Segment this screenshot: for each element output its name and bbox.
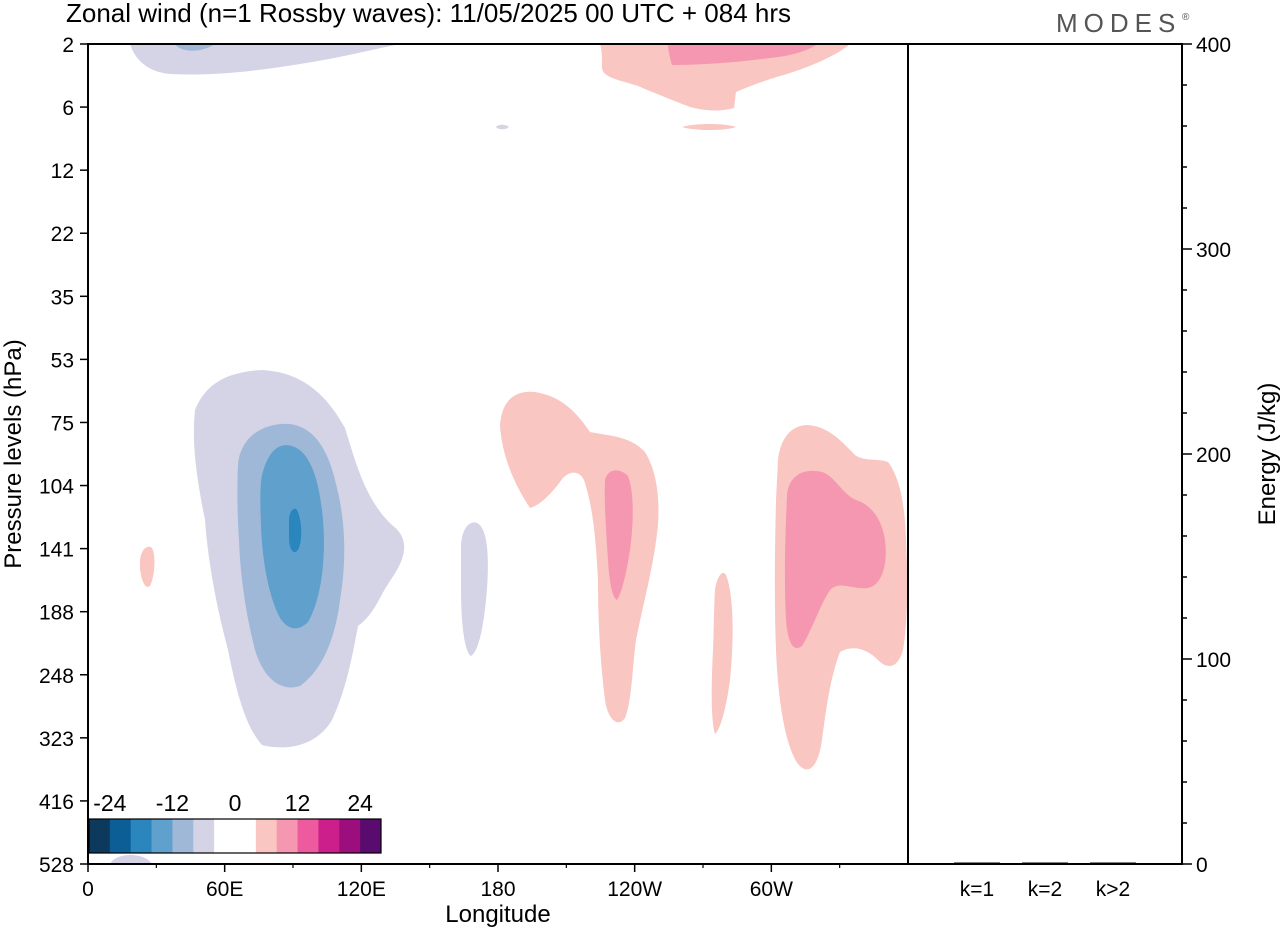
colorbar-tick-label: -12 — [156, 790, 189, 816]
energy-category-label: k=1 — [960, 878, 994, 901]
y-tick-label: 53 — [51, 349, 74, 372]
energy-bars: k=1 k=2 k>2 — [954, 862, 1136, 901]
chart-title: Zonal wind (n=1 Rossby waves): 11/05/202… — [66, 0, 791, 28]
x-axis: 0 60E 120E 180 120W 60W — [82, 864, 841, 901]
y-tick-label: 141 — [39, 539, 74, 562]
energy-tick-label: 0 — [1196, 854, 1208, 877]
energy-tick-label: 400 — [1196, 34, 1231, 57]
y-tick-label: 12 — [51, 160, 74, 183]
contour-neg-speck — [496, 124, 509, 130]
colorbar-swatch — [276, 819, 299, 853]
colorbar-tick-label: 0 — [229, 790, 242, 816]
contour-pos-thin — [711, 572, 733, 734]
contour-neg-top-inner — [175, 44, 215, 51]
energy-tick-label: 300 — [1196, 239, 1231, 262]
colorbar-frame — [88, 818, 382, 854]
contour-pos-right-inner — [784, 470, 886, 649]
y-tick-label: 188 — [39, 602, 74, 625]
colorbar-tick-label: 24 — [347, 790, 373, 816]
energy-tick-label: 100 — [1196, 649, 1231, 672]
colorbar-swatch — [255, 819, 278, 853]
colorbar-swatch — [297, 819, 319, 853]
y-tick-label: 528 — [39, 854, 74, 877]
contour-pos-mid-outer — [500, 391, 659, 723]
y-tick-label: 22 — [51, 223, 74, 246]
y-axis: 2 6 12 22 35 53 75 104 141 188 248 323 416 528 — [39, 34, 88, 877]
contour-pos-top-speck — [682, 124, 736, 130]
energy-panel-frame — [907, 43, 1183, 865]
y-tick-label: 416 — [39, 791, 74, 814]
x-axis-label: Longitude — [445, 901, 550, 928]
colorbar-swatch — [235, 819, 257, 853]
colorbar-swatch — [214, 819, 236, 853]
x-tick-label: 120E — [337, 878, 386, 901]
energy-tick-label: 200 — [1196, 444, 1231, 467]
contour-pos-top-inner — [668, 44, 818, 65]
energy-bar — [954, 862, 1000, 864]
contour-pos-mid-inner — [604, 470, 633, 600]
colorbar-tick-label: -24 — [93, 790, 126, 816]
y-tick-label: 35 — [51, 286, 74, 309]
colorbar-swatch — [193, 819, 215, 853]
modes-logo: MODES ® — [1056, 8, 1190, 38]
y-axis-label: Pressure levels (hPa) — [0, 339, 27, 568]
colorbar-swatch — [339, 819, 361, 853]
colorbar-swatch — [109, 819, 132, 853]
colorbar-swatch — [360, 819, 382, 853]
y-tick-label: 2 — [62, 34, 74, 57]
x-tick-label: 180 — [480, 878, 515, 901]
modes-logo-mark: ® — [1182, 12, 1190, 23]
colorbar-tick-label: 12 — [285, 790, 311, 816]
contour-neg-top-outer — [130, 44, 400, 75]
x-tick-label: 0 — [82, 878, 94, 901]
colorbar-swatch — [172, 819, 194, 853]
x-tick-label: 60E — [206, 878, 243, 901]
y-tick-label: 6 — [62, 97, 74, 120]
y-tick-label: 75 — [51, 412, 74, 435]
y-tick-label: 104 — [39, 476, 74, 499]
contour-neg-main-core — [289, 508, 302, 553]
modes-logo-text: MODES — [1056, 8, 1181, 38]
energy-category-label: k>2 — [1096, 878, 1130, 901]
y-tick-label: 248 — [39, 665, 74, 688]
colorbar-swatch — [130, 819, 153, 853]
contour-pos-left — [140, 546, 155, 587]
x-tick-label: 120W — [607, 878, 662, 901]
y-tick-label: 323 — [39, 728, 74, 751]
colorbar-swatch — [318, 819, 340, 853]
contour-neg-bottom — [110, 855, 152, 864]
energy-axis: 0 100 200 300 400 — [1182, 34, 1231, 877]
colorbar-swatch — [89, 819, 111, 853]
contour-field — [110, 44, 908, 864]
contour-neg-180 — [461, 522, 488, 656]
energy-bar — [1022, 862, 1068, 864]
colorbar: -24 -12 0 12 24 — [88, 790, 382, 854]
x-tick-label: 60W — [750, 878, 793, 901]
energy-category-label: k=2 — [1028, 878, 1062, 901]
colorbar-swatch — [151, 819, 173, 853]
energy-bar — [1090, 862, 1136, 864]
energy-axis-label: Energy (J/kg) — [1254, 383, 1280, 526]
contour-pos-top-outer — [600, 44, 850, 111]
